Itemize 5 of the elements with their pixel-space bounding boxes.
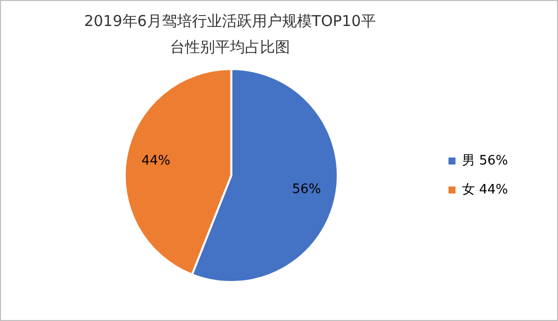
data-label: 44% (141, 154, 170, 169)
legend-label: 女 44% (462, 182, 508, 198)
data-label: 56% (292, 182, 322, 198)
legend-label: 男 56% (462, 153, 508, 168)
chart-title: 2019年6月驾培行业活跃用户规模TOP10平台性别平均占比图 (83, 11, 377, 58)
